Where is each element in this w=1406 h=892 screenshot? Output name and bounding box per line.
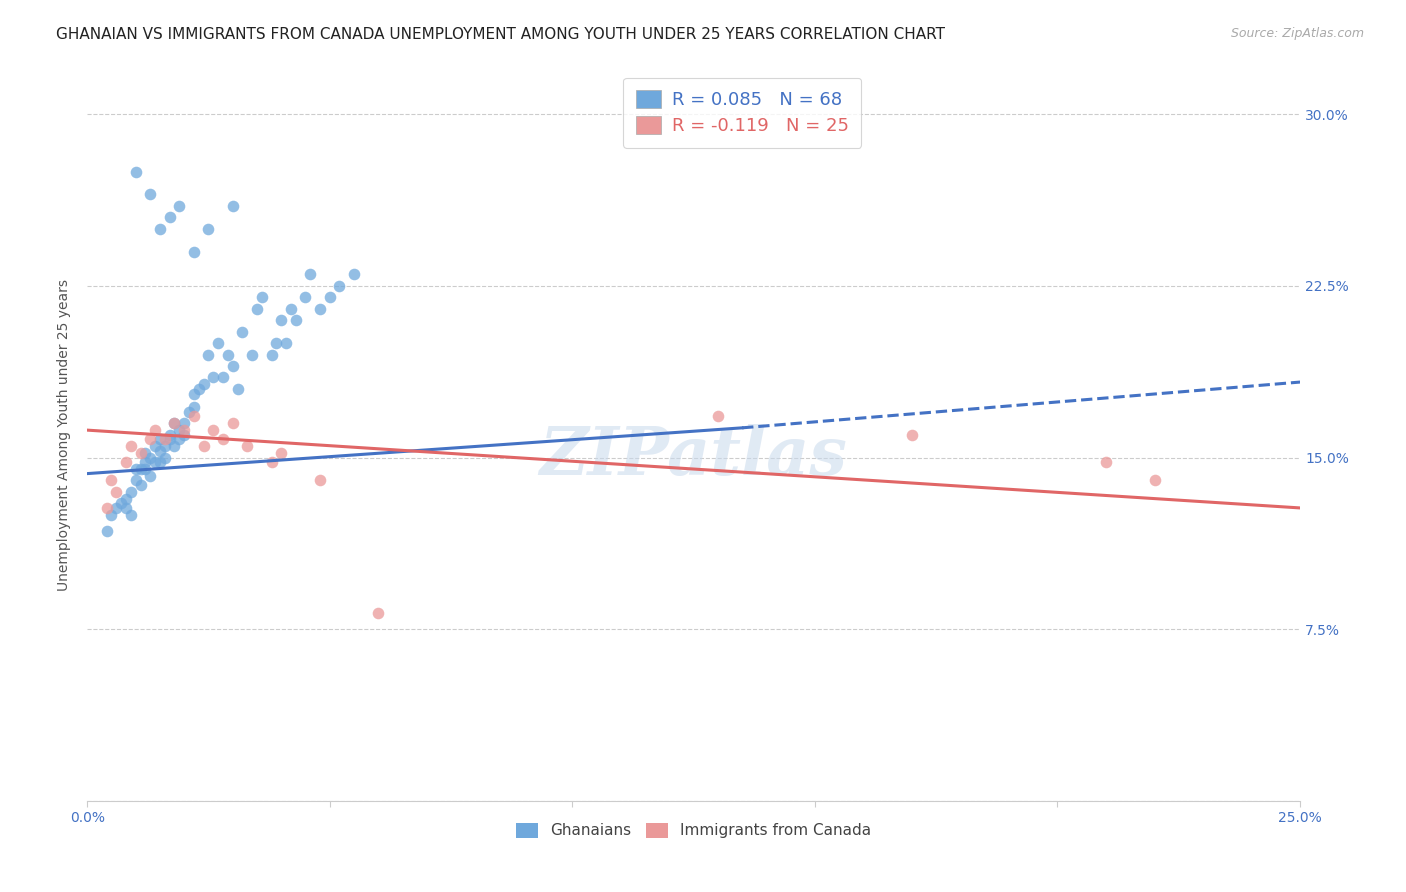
Point <box>169 199 191 213</box>
Point <box>115 491 138 506</box>
Point <box>343 268 366 282</box>
Point <box>187 382 209 396</box>
Legend: Ghanaians, Immigrants from Canada: Ghanaians, Immigrants from Canada <box>510 817 877 845</box>
Text: ZIPatlas: ZIPatlas <box>540 425 848 489</box>
Point <box>197 221 219 235</box>
Point <box>207 336 229 351</box>
Point <box>149 443 172 458</box>
Point <box>236 439 259 453</box>
Point <box>231 325 253 339</box>
Point <box>100 508 122 522</box>
Point <box>105 500 128 515</box>
Point <box>120 508 142 522</box>
Point <box>143 439 166 453</box>
Point <box>115 500 138 515</box>
Point <box>177 405 200 419</box>
Point <box>240 348 263 362</box>
Point <box>143 455 166 469</box>
Point <box>173 423 195 437</box>
Point <box>153 432 176 446</box>
Point <box>260 455 283 469</box>
Point <box>226 382 249 396</box>
Point <box>299 268 322 282</box>
Point <box>129 462 152 476</box>
Point <box>212 432 235 446</box>
Point <box>183 386 205 401</box>
Point <box>149 432 172 446</box>
Point <box>124 474 146 488</box>
Point <box>173 427 195 442</box>
Point <box>163 417 186 431</box>
Point <box>197 348 219 362</box>
Point <box>173 417 195 431</box>
Point <box>202 423 225 437</box>
Point <box>163 417 186 431</box>
Point <box>270 313 292 327</box>
Point <box>246 301 269 316</box>
Point <box>183 409 205 424</box>
Point <box>110 496 132 510</box>
Point <box>129 478 152 492</box>
Point <box>901 427 924 442</box>
Point <box>328 279 350 293</box>
Point <box>115 455 138 469</box>
Point <box>134 462 156 476</box>
Point <box>309 474 332 488</box>
Point <box>319 290 342 304</box>
Point <box>120 439 142 453</box>
Text: GHANAIAN VS IMMIGRANTS FROM CANADA UNEMPLOYMENT AMONG YOUTH UNDER 25 YEARS CORRE: GHANAIAN VS IMMIGRANTS FROM CANADA UNEMP… <box>56 27 945 42</box>
Point <box>707 409 730 424</box>
Point <box>1143 474 1166 488</box>
Point <box>169 423 191 437</box>
Point <box>159 427 181 442</box>
Point <box>222 417 245 431</box>
Point <box>124 462 146 476</box>
Point <box>212 370 235 384</box>
Point <box>96 500 118 515</box>
Point <box>274 336 297 351</box>
Point <box>217 348 239 362</box>
Point <box>183 401 205 415</box>
Point <box>143 423 166 437</box>
Point <box>159 432 181 446</box>
Text: Source: ZipAtlas.com: Source: ZipAtlas.com <box>1230 27 1364 40</box>
Point <box>163 439 186 453</box>
Point <box>139 187 162 202</box>
Point <box>149 455 172 469</box>
Point <box>153 439 176 453</box>
Point <box>134 446 156 460</box>
Point <box>309 301 332 316</box>
Point <box>169 432 191 446</box>
Y-axis label: Unemployment Among Youth under 25 years: Unemployment Among Youth under 25 years <box>58 278 72 591</box>
Point <box>284 313 307 327</box>
Point <box>105 484 128 499</box>
Point <box>139 432 162 446</box>
Point <box>120 484 142 499</box>
Point <box>222 359 245 373</box>
Point <box>153 450 176 465</box>
Point <box>1095 455 1118 469</box>
Point <box>270 446 292 460</box>
Point <box>202 370 225 384</box>
Point <box>100 474 122 488</box>
Point <box>183 244 205 259</box>
Point <box>139 450 162 465</box>
Point <box>193 377 215 392</box>
Point <box>367 606 389 620</box>
Point <box>129 446 152 460</box>
Point <box>280 301 302 316</box>
Point <box>222 199 245 213</box>
Point <box>124 164 146 178</box>
Point <box>266 336 288 351</box>
Point <box>139 469 162 483</box>
Point <box>260 348 283 362</box>
Point <box>250 290 273 304</box>
Point <box>294 290 316 304</box>
Point <box>149 221 172 235</box>
Point <box>159 211 181 225</box>
Point <box>134 455 156 469</box>
Point <box>193 439 215 453</box>
Point <box>96 524 118 538</box>
